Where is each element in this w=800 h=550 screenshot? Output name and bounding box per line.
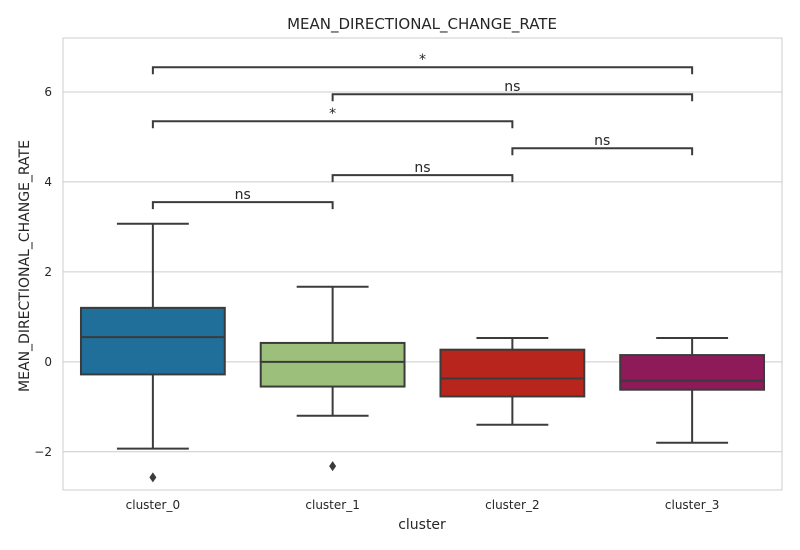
x-tick-label: cluster_3: [665, 498, 719, 512]
y-tick-label: 2: [44, 265, 52, 279]
x-tick-label: cluster_0: [126, 498, 180, 512]
x-tick-label: cluster_2: [485, 498, 539, 512]
x-axis-label: cluster: [398, 517, 446, 533]
chart-title: MEAN_DIRECTIONAL_CHANGE_RATE: [287, 15, 557, 34]
y-tick-label: 4: [44, 175, 52, 189]
x-tick-label: cluster_1: [305, 498, 359, 512]
iqr-box: [81, 308, 225, 375]
significance-label: ns: [235, 187, 251, 203]
significance-label: *: [329, 106, 336, 122]
iqr-box: [440, 350, 584, 397]
y-axis-ticks: −2 0 2 4 6: [34, 85, 52, 459]
significance-label: ns: [414, 160, 430, 176]
y-axis-label: MEAN_DIRECTIONAL_CHANGE_RATE: [17, 140, 33, 392]
significance-label: ns: [504, 79, 520, 95]
y-tick-label: 6: [44, 85, 52, 99]
y-tick-label: 0: [44, 355, 52, 369]
significance-label: *: [419, 52, 426, 68]
plot-area: [63, 38, 782, 490]
x-axis-ticks: cluster_0 cluster_1 cluster_2 cluster_3: [126, 498, 720, 512]
iqr-box: [620, 355, 764, 390]
y-tick-label: −2: [34, 445, 52, 459]
iqr-box: [261, 343, 405, 387]
significance-label: ns: [594, 133, 610, 149]
